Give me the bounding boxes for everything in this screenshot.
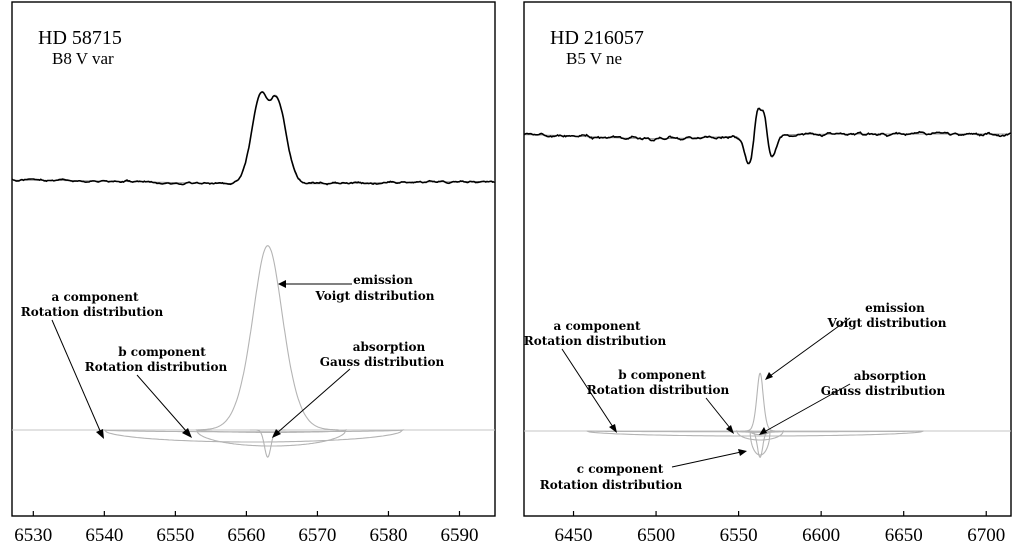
x-tick-label: 6550 [156, 525, 194, 546]
left-arrow-b [136, 374, 192, 438]
right-arrow-emission [765, 317, 851, 380]
left-arrow-emission [278, 280, 352, 288]
left-absorption-curve [249, 429, 286, 458]
right-observed-spectrum-line [524, 107, 1011, 165]
left-panel: HD 58715 B8 V var a component Rotation d… [11, 1, 496, 517]
right-a-distribution-label: Rotation distribution [524, 334, 667, 348]
left-spectral-type: B8 V var [52, 49, 114, 68]
right-emission-distribution-label: Voigt distribution [827, 316, 947, 330]
left-b-distribution-label: Rotation distribution [85, 360, 228, 374]
right-absorption-curve [748, 430, 772, 458]
left-emission-distribution-label: Voigt distribution [315, 289, 435, 303]
x-tick-label: 6570 [298, 525, 336, 546]
right-spectral-type: B5 V ne [566, 49, 622, 68]
x-tick-label: 6450 [555, 525, 593, 546]
left-a-component-label: a component [52, 290, 139, 304]
right-arrow-a [561, 348, 617, 433]
right-panel: HD 216057 B5 V ne a component Rotation d… [523, 1, 1012, 517]
right-a-component-curve [586, 430, 924, 437]
right-plot-frame [523, 1, 1012, 517]
left-b-component-label: b component [118, 345, 206, 359]
left-emission-label: emission [353, 273, 413, 287]
x-tick-label: 6650 [885, 525, 923, 546]
right-arrow-b [705, 397, 734, 434]
right-emission-label: emission [865, 301, 925, 315]
right-b-distribution-label: Rotation distribution [587, 383, 730, 397]
right-c-distribution-label: Rotation distribution [540, 478, 683, 492]
x-tick-label: 6590 [440, 525, 478, 546]
left-arrow-a [51, 319, 104, 439]
right-emission-curve [740, 372, 780, 432]
left-a-component-curve [102, 429, 405, 443]
x-tick-label: 6550 [720, 525, 758, 546]
left-emission-curve [196, 245, 339, 431]
x-tick-label: 6540 [85, 525, 123, 546]
left-star-name: HD 58715 [38, 27, 122, 49]
right-x-axis: 6450 6500 6550 6600 6650 6700 [555, 511, 1005, 546]
x-tick-label: 6560 [227, 525, 265, 546]
x-tick-label: 6700 [967, 525, 1005, 546]
left-x-axis: 6530 6540 6550 6560 6570 6580 6590 [14, 511, 478, 546]
right-absorption-distribution-label: Gauss distribution [821, 384, 946, 398]
right-c-component-label: c component [577, 462, 664, 476]
left-plot-frame [11, 1, 496, 517]
right-b-component-label: b component [618, 368, 706, 382]
left-b-component-curve [195, 429, 347, 447]
right-absorption-label: absorption [854, 369, 927, 383]
right-arrow-c [671, 449, 747, 468]
left-a-distribution-label: Rotation distribution [21, 305, 164, 319]
x-tick-label: 6580 [369, 525, 407, 546]
left-absorption-label: absorption [353, 340, 426, 354]
left-absorption-distribution-label: Gauss distribution [320, 355, 445, 369]
right-b-component-curve [736, 429, 785, 441]
x-tick-label: 6530 [14, 525, 52, 546]
left-observed-spectrum-line [12, 91, 495, 186]
right-star-name: HD 216057 [550, 27, 644, 49]
right-a-component-label: a component [554, 319, 641, 333]
right-arrow-absorption [759, 383, 851, 435]
x-tick-label: 6500 [637, 525, 675, 546]
left-arrow-absorption [272, 368, 351, 438]
x-tick-label: 6600 [802, 525, 840, 546]
